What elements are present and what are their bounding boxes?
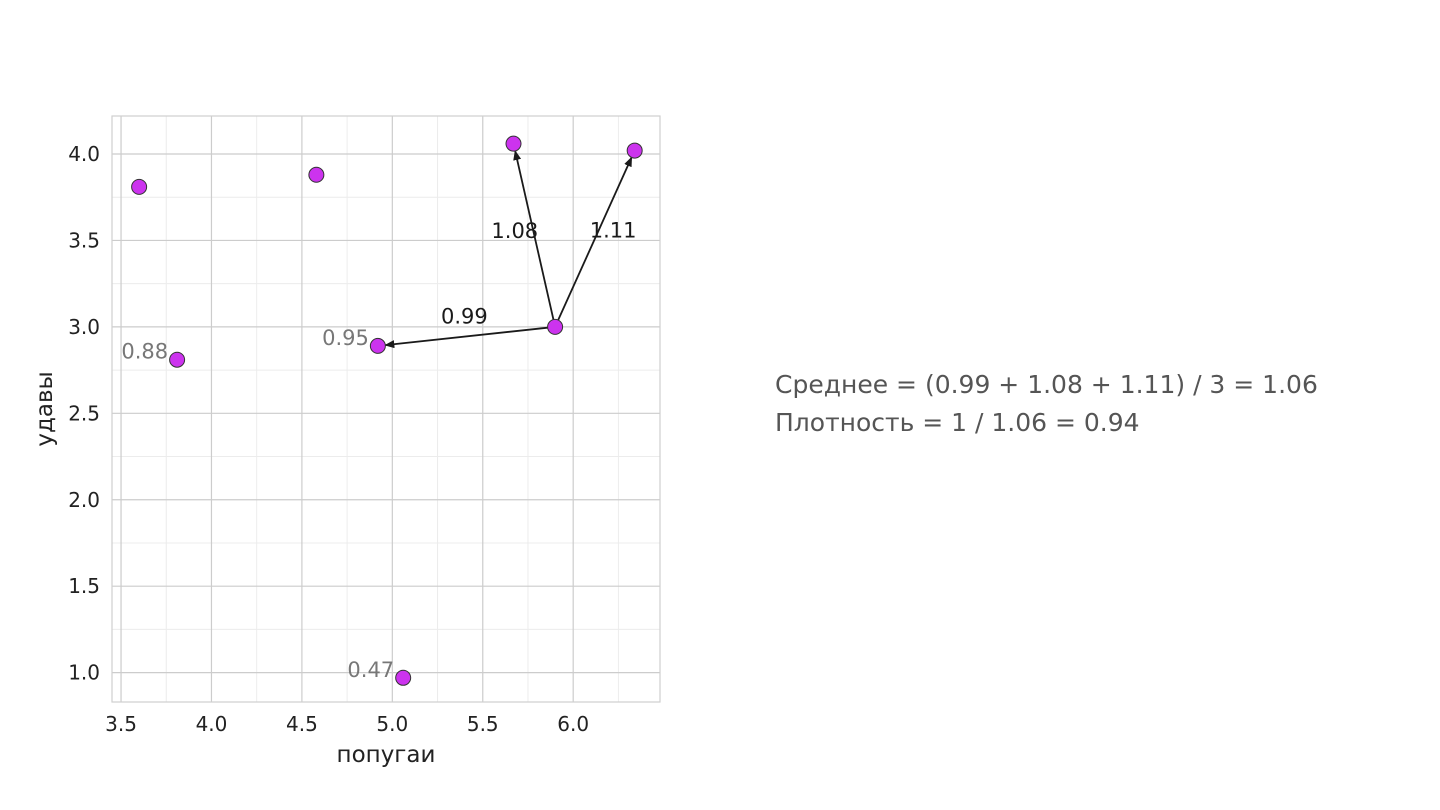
x-axis-label: попугаи (337, 742, 436, 768)
x-tick-label: 5.5 (467, 712, 499, 736)
scatter-point (395, 669, 412, 686)
scatter-point (308, 166, 325, 183)
data-points (131, 135, 643, 686)
point-annotation: 0.47 (347, 658, 394, 682)
scatter-point (131, 178, 148, 195)
x-tick-label: 3.5 (105, 712, 137, 736)
y-tick-label: 4.0 (68, 142, 100, 166)
distance-arrow (513, 149, 555, 320)
y-tick-label: 3.0 (68, 315, 100, 339)
scatter-point (626, 142, 643, 159)
y-tick-label: 3.5 (68, 228, 100, 252)
distance-arrow (384, 326, 548, 349)
y-tick-label: 2.0 (68, 488, 100, 512)
tick-labels: 3.5 4.0 4.5 5.0 5.5 6.0 1.0 1.5 2.0 2.5 3.0 3.5 4.0 (68, 142, 589, 736)
y-axis-label: удавы (32, 371, 58, 446)
arrow-label: 0.99 (441, 305, 488, 329)
scatter-point (547, 318, 564, 335)
point-annotation: 0.88 (121, 340, 168, 364)
grid (112, 116, 660, 702)
x-tick-label: 4.5 (286, 712, 318, 736)
formula-mean: Среднее = (0.99 + 1.08 + 1.11) / 3 = 1.0… (775, 370, 1318, 399)
scatter-point (169, 351, 186, 368)
point-annotation: 0.95 (322, 326, 369, 350)
x-tick-label: 5.0 (376, 712, 408, 736)
scatter-point (505, 135, 522, 152)
annotations: 0.99 1.08 1.11 0.95 0.88 0.47 (121, 219, 636, 682)
arrow-label: 1.11 (590, 219, 637, 243)
formula-density: Плотность = 1 / 1.06 = 0.94 (775, 408, 1140, 437)
plot-frame (111, 115, 661, 703)
x-tick-label: 6.0 (557, 712, 589, 736)
arrows (384, 149, 633, 349)
arrow-label: 1.08 (491, 219, 538, 243)
distance-arrow (557, 156, 633, 321)
y-tick-label: 1.5 (68, 574, 100, 598)
y-tick-label: 2.5 (68, 401, 100, 425)
scatter-point (369, 337, 386, 354)
x-tick-label: 4.0 (196, 712, 228, 736)
y-tick-label: 1.0 (68, 661, 100, 685)
